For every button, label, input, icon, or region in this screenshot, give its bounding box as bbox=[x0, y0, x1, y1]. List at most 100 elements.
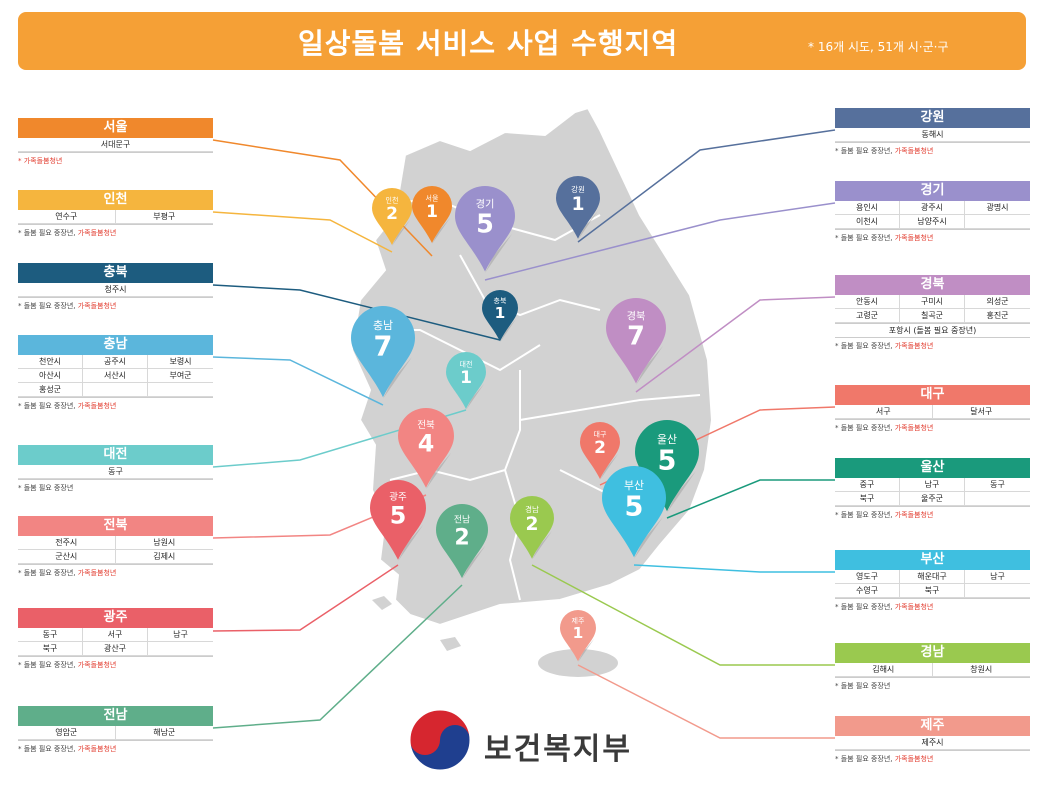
district-table: 영도구 해운대구 남구 수영구 북구 bbox=[835, 570, 1030, 599]
map-marker-gwangju: 광주5 bbox=[370, 480, 426, 562]
note-young-carer: 가족돌봄청년 bbox=[77, 661, 117, 669]
panel-title: 충북 bbox=[18, 263, 213, 283]
marker-pin-shape bbox=[482, 290, 518, 342]
panel-daejeon: 대전 동구 * 돌봄 필요 중장년 bbox=[18, 445, 213, 493]
district-table: 천안시 공주시 보령시 아산시 서산시 부여군 홍성군 bbox=[18, 355, 213, 398]
note-young-carer: * 가족돌봄청년 bbox=[18, 157, 63, 165]
panel-gyeongnam: 경남 김해시 창원시 * 돌봄 필요 중장년 bbox=[835, 643, 1030, 691]
marker-count: 2 bbox=[525, 514, 538, 535]
region-count-note: * 16개 시도, 51개 시·군·구 bbox=[808, 40, 949, 54]
district-cell: 광산구 bbox=[83, 642, 148, 656]
district-cell: 북구 bbox=[835, 492, 900, 506]
district-cell: 고령군 bbox=[835, 309, 900, 323]
map-marker-gyeongbuk: 경북7 bbox=[606, 298, 666, 385]
district-cell: 안동시 bbox=[835, 295, 900, 309]
district-cell: 천안시 bbox=[18, 355, 83, 369]
leader-line-gangwon bbox=[577, 129, 836, 243]
marker-count: 2 bbox=[386, 204, 398, 224]
panel-note: * 돌봄 필요 중장년, 가족돌봄청년 bbox=[18, 228, 213, 238]
leader-line-ulsan bbox=[666, 479, 835, 519]
panel-title: 서울 bbox=[18, 118, 213, 138]
district-cell: 동구 bbox=[18, 465, 213, 479]
district-cell-extra: 포항시 (돌봄 필요 중장년) bbox=[835, 324, 1030, 338]
panel-note: * 돌봄 필요 중장년, 가족돌봄청년 bbox=[835, 754, 1030, 764]
district-cell: 동구 bbox=[18, 628, 83, 642]
marker-shadow bbox=[636, 346, 663, 385]
panel-title: 대전 bbox=[18, 445, 213, 465]
note-middle-aged: * 돌봄 필요 중장년, bbox=[835, 603, 895, 611]
island-shape bbox=[372, 596, 392, 610]
map-marker-jeju: 제주1 bbox=[560, 610, 596, 663]
note-middle-aged: * 돌봄 필요 중장년, bbox=[835, 147, 895, 155]
marker-count: 5 bbox=[476, 210, 494, 240]
district-cell bbox=[965, 584, 1030, 598]
district-cell: 남구 bbox=[965, 570, 1030, 584]
district-cell: 북구 bbox=[900, 584, 965, 598]
panel-chungbuk: 충북 청주시 * 돌봄 필요 중장년, 가족돌봄청년 bbox=[18, 263, 213, 311]
note-young-carer: 가족돌봄청년 bbox=[77, 402, 117, 410]
panel-title: 부산 bbox=[835, 550, 1030, 570]
marker-region-label: 경북 bbox=[627, 310, 646, 323]
panel-title: 광주 bbox=[18, 608, 213, 628]
panel-gangwon: 강원 동해시 * 돌봄 필요 중장년, 가족돌봄청년 bbox=[835, 108, 1030, 156]
panel-note: * 돌봄 필요 중장년 bbox=[18, 483, 213, 493]
map-marker-incheon: 인천2 bbox=[372, 188, 412, 246]
district-cell: 제주시 bbox=[835, 736, 1030, 750]
leader-line-incheon bbox=[212, 211, 393, 253]
marker-shadow bbox=[432, 218, 450, 244]
panel-note: * 돌봄 필요 중장년 bbox=[835, 681, 1030, 691]
marker-count: 5 bbox=[625, 492, 644, 523]
marker-region-label: 대구 bbox=[594, 430, 607, 438]
district-cell: 전주시 bbox=[18, 536, 116, 550]
marker-pin-shape bbox=[398, 408, 454, 488]
district-cell: 해남군 bbox=[115, 726, 213, 740]
district-cell: 용인시 bbox=[835, 201, 900, 215]
marker-count: 5 bbox=[658, 446, 677, 477]
note-middle-aged: * 돌봄 필요 중장년, bbox=[835, 511, 895, 519]
panel-note: * 돌봄 필요 중장년, 가족돌봄청년 bbox=[18, 744, 213, 754]
district-cell: 남양주시 bbox=[900, 215, 965, 229]
district-table: 연수구 부평구 bbox=[18, 210, 213, 225]
district-cell: 해운대구 bbox=[900, 570, 965, 584]
marker-pin-shape bbox=[602, 466, 666, 558]
marker-shadow bbox=[392, 220, 410, 246]
district-table: 서구 달서구 bbox=[835, 405, 1030, 420]
marker-pin-shape bbox=[455, 186, 515, 272]
district-cell: 아산시 bbox=[18, 369, 83, 383]
district-cell: 이천시 bbox=[835, 215, 900, 229]
panel-title: 충남 bbox=[18, 335, 213, 355]
marker-region-label: 경남 bbox=[525, 504, 539, 514]
panel-gyeonggi: 경기 용인시 광주시 광명시 이천시 남양주시 * 돌봄 필요 중장년, 가족돌봄청년 bbox=[835, 181, 1030, 243]
leader-line-chungbuk bbox=[212, 284, 501, 341]
island-shape bbox=[440, 637, 461, 651]
district-table: 전주시 남원시 군산시 김제시 bbox=[18, 536, 213, 565]
panel-jeonbuk: 전북 전주시 남원시 군산시 김제시 * 돌봄 필요 중장년, 가족돌봄청년 bbox=[18, 516, 213, 578]
district-table: 중구 남구 동구 북구 울주군 bbox=[835, 478, 1030, 507]
district-cell: 동해시 bbox=[835, 128, 1030, 142]
district-cell: 홍진군 bbox=[965, 309, 1030, 323]
marker-pin-shape bbox=[446, 352, 486, 409]
note-middle-aged: * 돌봄 필요 중장년, bbox=[18, 745, 78, 753]
map-marker-gyeonggi: 경기5 bbox=[455, 186, 515, 273]
note-middle-aged: * 돌봄 필요 중장년, bbox=[835, 234, 895, 242]
district-cell: 의성군 bbox=[965, 295, 1030, 309]
district-cell: 부여군 bbox=[148, 369, 213, 383]
panel-note: * 돌봄 필요 중장년, 가족돌봄청년 bbox=[835, 423, 1030, 433]
marker-pin-shape bbox=[370, 480, 426, 560]
marker-region-label: 서울 bbox=[426, 193, 439, 202]
note-middle-aged: * 돌봄 필요 중장년, bbox=[18, 302, 78, 310]
panel-title: 제주 bbox=[835, 716, 1030, 736]
panel-note: * 돌봄 필요 중장년, 가족돌봄청년 bbox=[18, 568, 213, 578]
map-marker-daegu: 대구2 bbox=[580, 422, 620, 480]
district-table: 안동시 구미시 의성군 고령군 칠곡군 홍진군 bbox=[835, 295, 1030, 324]
district-cell: 남구 bbox=[148, 628, 213, 642]
district-cell: 구미시 bbox=[900, 295, 965, 309]
marker-pin-shape bbox=[412, 186, 452, 243]
map-marker-gyeongnam: 경남2 bbox=[510, 496, 554, 560]
leader-line-gyeonggi bbox=[484, 202, 836, 281]
panel-note: * 돌봄 필요 중장년, 가족돌봄청년 bbox=[18, 660, 213, 670]
marker-shadow bbox=[578, 211, 598, 240]
panel-title: 경남 bbox=[835, 643, 1030, 663]
note-young-carer: 가족돌봄청년 bbox=[894, 603, 934, 611]
marker-shadow bbox=[398, 524, 424, 562]
